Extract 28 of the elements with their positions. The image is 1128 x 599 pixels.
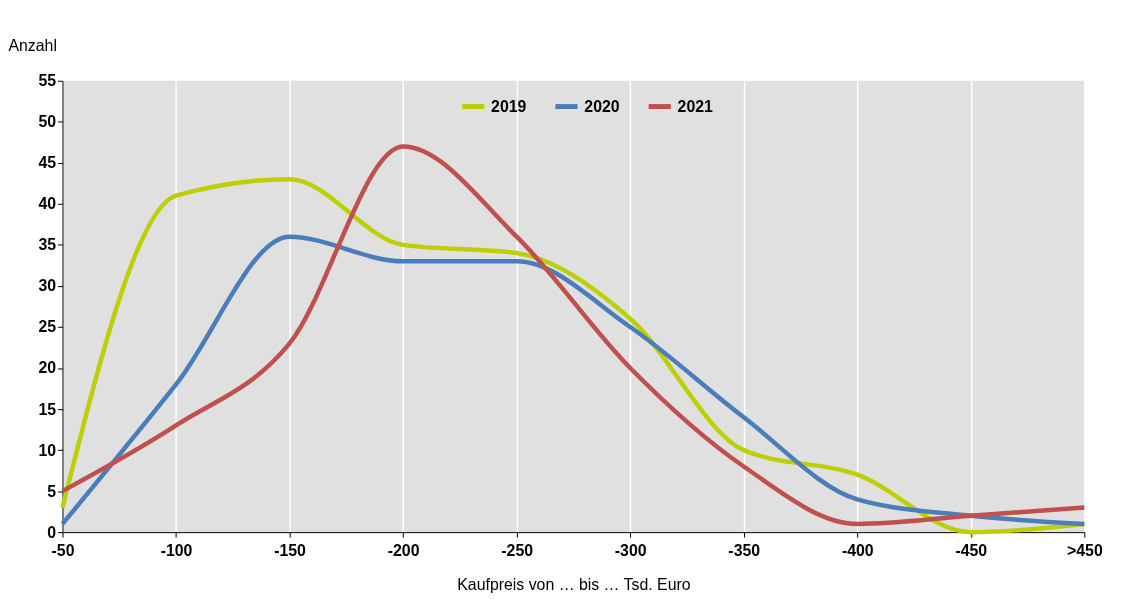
x-tick-label: -150 [274, 542, 307, 560]
y-tick-label: 15 [38, 400, 57, 418]
y-tick-label: 50 [38, 113, 57, 131]
y-tick-label: 55 [38, 72, 57, 90]
y-tick-label: 45 [38, 154, 57, 172]
legend-label: 2019 [491, 97, 527, 115]
x-axis-title: Kaufpreis von … bis … Tsd. Euro [457, 576, 691, 594]
line-series [60, 234, 1087, 527]
x-tick-label: -200 [387, 542, 420, 560]
x-tick-label: -50 [51, 542, 75, 560]
x-tick-label: -350 [728, 542, 761, 560]
y-tick-label: 35 [38, 236, 57, 254]
y-tick-label: 25 [38, 318, 57, 336]
y-tick-label: 10 [38, 441, 57, 459]
x-tick-label: -300 [614, 542, 647, 560]
y-tick-label: 5 [47, 482, 57, 500]
y-axis-title: Anzahl [8, 36, 57, 54]
legend-label: 2020 [584, 97, 620, 115]
x-tick-label: >450 [1066, 542, 1103, 560]
y-tick-label: 20 [38, 359, 57, 377]
y-tick-label: 0 [47, 523, 57, 541]
x-tick-label: -400 [841, 542, 874, 560]
y-tick-label: 30 [38, 277, 57, 295]
x-tick-label: -250 [501, 542, 534, 560]
legend-label: 2021 [677, 97, 714, 115]
x-tick-label: -100 [160, 542, 193, 560]
y-tick-label: 40 [38, 195, 57, 213]
x-tick-label: -450 [955, 542, 988, 560]
